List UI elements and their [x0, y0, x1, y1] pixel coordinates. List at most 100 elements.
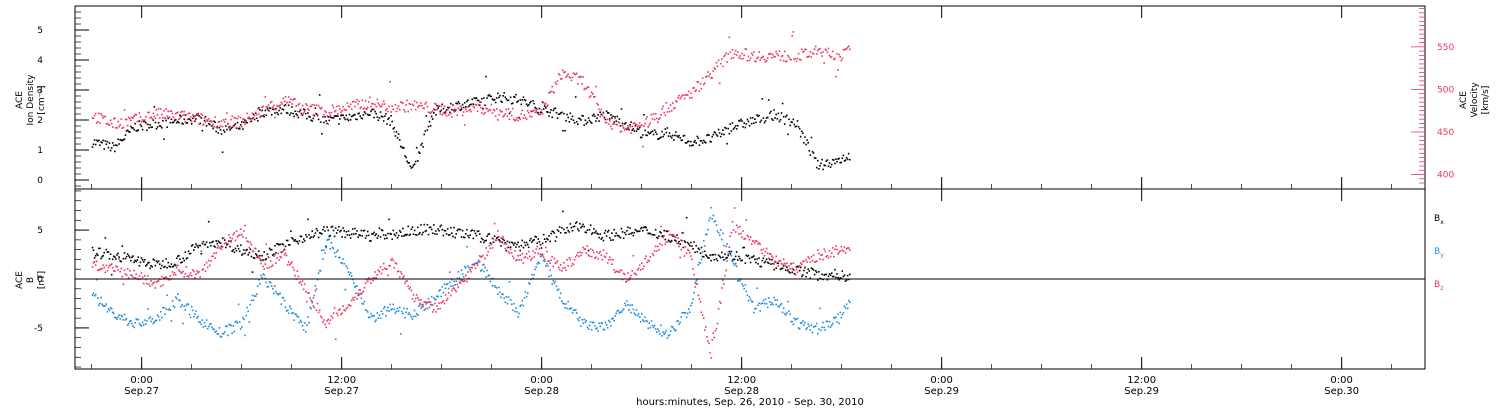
- bx-point: [815, 271, 818, 274]
- bx-point: [423, 223, 425, 226]
- velocity-point: [380, 105, 383, 107]
- bx-point: [92, 249, 95, 251]
- by-point: [195, 310, 197, 312]
- by-point: [732, 262, 735, 265]
- velocity-point: [123, 109, 126, 111]
- velocity-axis-label-line2: Velocity: [1470, 82, 1480, 118]
- bx-point: [283, 248, 286, 251]
- by-point: [345, 265, 348, 267]
- velocity-point: [103, 115, 105, 118]
- bz-point: [243, 230, 245, 232]
- velocity-point: [97, 120, 99, 123]
- velocity-point: [404, 111, 406, 113]
- density-point: [463, 102, 466, 104]
- bz-point: [773, 263, 775, 265]
- density-point: [205, 125, 208, 127]
- bx-point: [212, 240, 214, 243]
- velocity-point: [693, 87, 695, 89]
- bx-point: [567, 229, 569, 232]
- by-point: [397, 310, 400, 312]
- density-point: [693, 141, 695, 143]
- density-point: [637, 128, 640, 130]
- velocity-point: [575, 72, 578, 75]
- bx-point: [306, 236, 308, 238]
- density-point: [510, 102, 513, 105]
- velocity-point: [388, 105, 390, 108]
- density-point: [735, 128, 738, 130]
- date-tick-label: Sep.28: [524, 386, 559, 397]
- by-point: [501, 293, 503, 295]
- bx-point: [694, 251, 696, 254]
- by-point: [822, 321, 824, 324]
- bz-point: [746, 234, 749, 237]
- bz-point: [229, 236, 231, 239]
- bz-point: [774, 261, 776, 263]
- bx-point: [814, 270, 817, 272]
- bx-point: [439, 225, 441, 228]
- by-point: [846, 307, 849, 310]
- bx-point: [609, 237, 611, 239]
- bz-point: [285, 254, 288, 257]
- bx-point: [674, 239, 676, 241]
- density-point: [394, 135, 397, 137]
- density-point: [716, 135, 719, 137]
- density-point: [802, 132, 804, 135]
- velocity-point: [471, 103, 473, 105]
- velocity-point: [145, 115, 147, 118]
- velocity-point: [724, 54, 726, 57]
- velocity-point: [202, 123, 205, 125]
- bx-point: [310, 236, 312, 238]
- density-point: [390, 115, 392, 117]
- bz-point: [318, 309, 321, 312]
- density-point: [100, 141, 102, 143]
- density-point: [757, 115, 759, 117]
- density-point: [321, 133, 323, 135]
- bx-point: [643, 226, 645, 229]
- bz-point: [728, 246, 731, 248]
- bx-point: [730, 250, 733, 253]
- velocity-point: [555, 83, 558, 85]
- by-point: [487, 275, 489, 277]
- by-point: [504, 301, 507, 303]
- bx-point: [555, 236, 558, 238]
- velocity-point: [474, 103, 477, 106]
- velocity-point: [461, 114, 464, 117]
- bz-point: [210, 260, 212, 262]
- velocity-point: [596, 102, 598, 105]
- by-point: [377, 317, 380, 319]
- velocity-point: [330, 111, 333, 114]
- bx-point: [357, 236, 359, 238]
- density-point: [525, 103, 528, 105]
- by-point: [249, 303, 252, 306]
- velocity-point: [261, 106, 263, 108]
- density-point: [524, 99, 527, 102]
- density-point: [792, 118, 795, 121]
- density-point: [148, 126, 150, 129]
- velocity-point: [183, 110, 185, 113]
- by-point: [809, 329, 812, 331]
- bx-point: [319, 232, 322, 234]
- bz-point: [103, 266, 105, 269]
- density-point: [298, 110, 301, 113]
- density-point: [743, 122, 745, 124]
- density-velocity-points: [91, 31, 851, 171]
- velocity-point: [287, 96, 290, 98]
- density-tick-label: 5: [37, 26, 43, 36]
- bz-point: [212, 255, 214, 258]
- bz-point: [837, 253, 839, 255]
- bx-point: [579, 222, 581, 225]
- bx-point: [595, 230, 597, 232]
- bz-point: [442, 300, 445, 302]
- velocity-point: [428, 111, 431, 114]
- density-point: [600, 113, 603, 116]
- bx-point: [514, 242, 516, 244]
- density-point: [389, 124, 391, 126]
- velocity-point: [788, 56, 790, 58]
- bx-point: [614, 235, 616, 237]
- velocity-point: [237, 115, 240, 118]
- bz-point: [654, 245, 657, 248]
- bx-point: [692, 248, 694, 250]
- bz-point: [581, 252, 583, 254]
- density-point: [427, 125, 430, 128]
- bz-point: [454, 289, 456, 291]
